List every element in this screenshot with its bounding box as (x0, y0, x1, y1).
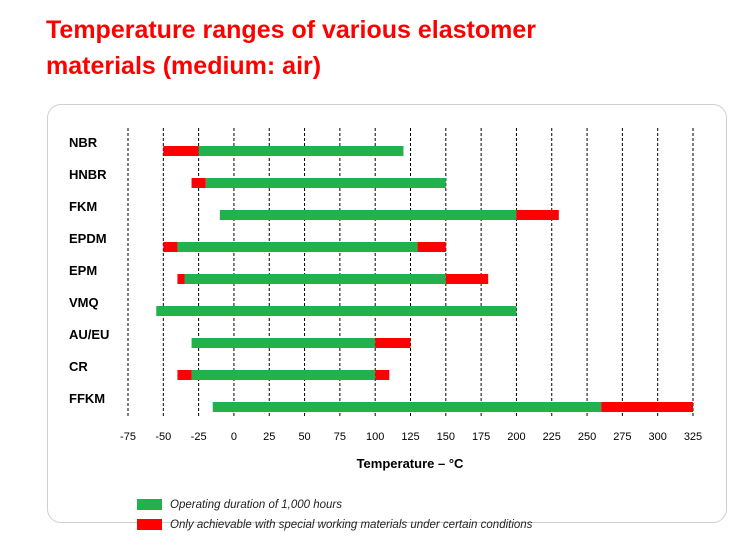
legend-swatch-special (137, 519, 162, 530)
bar-operating-ffkm (212, 402, 602, 412)
x-tick-label: 150 (437, 431, 455, 443)
bar-operating-hnbr (205, 178, 446, 188)
x-tick-label: 125 (401, 431, 419, 443)
bar-operating-vmq (156, 306, 517, 316)
category-label: EPM (69, 263, 97, 278)
bar-special-ffkm-0 (601, 402, 693, 412)
title-line-1: Temperature ranges of various elastomer (46, 16, 536, 44)
bar-special-fkm-0 (516, 210, 559, 220)
chart-title: Temperature ranges of various elastomer … (46, 12, 536, 84)
title-line-2: materials (medium: air) (46, 52, 322, 80)
x-tick-label: 250 (578, 431, 596, 443)
bar-special-epdm-1 (417, 242, 446, 252)
bar-special-epm-1 (445, 274, 489, 284)
x-tick-label: 0 (231, 431, 237, 443)
bar-operating-cr (191, 370, 376, 380)
category-label: CR (69, 359, 88, 374)
x-tick-label: 300 (649, 431, 667, 443)
x-tick-label: 50 (298, 431, 310, 443)
bar-special-cr-1 (375, 370, 390, 380)
bar-special-epm-0 (177, 274, 185, 284)
x-tick-label: 25 (263, 431, 275, 443)
x-tick-label: 225 (543, 431, 561, 443)
legend-item-operating: Operating duration of 1,000 hours (137, 497, 697, 513)
legend-swatch-operating (137, 499, 162, 510)
bar-operating-aueu (191, 338, 376, 348)
legend-item-special: Only achievable with special working mat… (137, 517, 697, 533)
x-tick-label: -50 (155, 431, 171, 443)
x-tick-label: 100 (366, 431, 384, 443)
bar-special-epdm-0 (163, 242, 178, 252)
bar-special-aueu-0 (375, 338, 411, 348)
bar-special-nbr-0 (163, 146, 199, 156)
legend-label-special: Only achievable with special working mat… (170, 519, 533, 531)
x-tick-label: 325 (684, 431, 702, 443)
x-tick-label: 175 (472, 431, 490, 443)
bar-operating-fkm (219, 210, 517, 220)
x-tick-label: 75 (334, 431, 346, 443)
x-tick-label: -75 (120, 431, 136, 443)
legend-label-operating: Operating duration of 1,000 hours (170, 499, 342, 511)
bar-operating-nbr (198, 146, 404, 156)
category-label: EPDM (69, 231, 107, 246)
bar-operating-epm (184, 274, 446, 284)
bar-special-cr-0 (177, 370, 192, 380)
x-axis-label: Temperature – °C (357, 456, 464, 471)
x-tick-label: 275 (613, 431, 631, 443)
category-label: HNBR (69, 167, 107, 182)
x-tick-label: 200 (507, 431, 525, 443)
bar-special-hnbr-0 (191, 178, 206, 188)
category-label: FFKM (69, 391, 105, 406)
category-label: AU/EU (69, 327, 109, 342)
category-label: VMQ (69, 295, 99, 310)
bar-operating-epdm (177, 242, 418, 252)
category-label: FKM (69, 199, 97, 214)
x-tick-label: -25 (191, 431, 207, 443)
category-label: NBR (69, 135, 98, 150)
